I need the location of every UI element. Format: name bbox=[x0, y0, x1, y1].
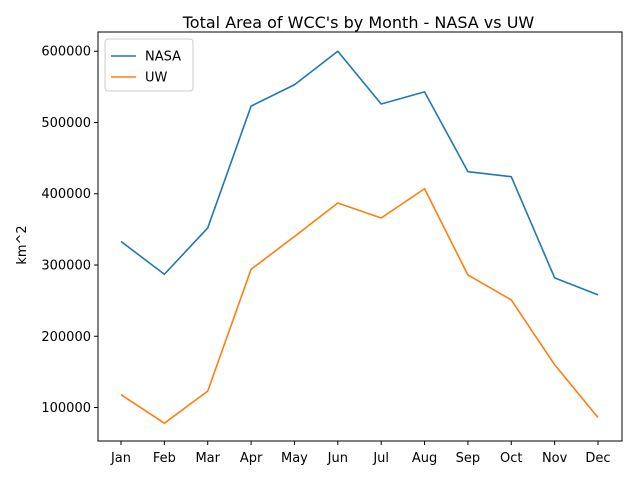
x-tick-label: Jan bbox=[110, 451, 131, 466]
plot-lines bbox=[120, 50, 599, 424]
x-tick-label: Sep bbox=[456, 451, 481, 466]
x-tick-label: Jul bbox=[372, 451, 389, 466]
x-tick-label: Apr bbox=[240, 451, 263, 466]
x-tick-label: Mar bbox=[195, 451, 220, 466]
x-tick-label: Oct bbox=[500, 451, 522, 466]
y-tick-label: 300000 bbox=[41, 259, 91, 274]
x-tick-label: Aug bbox=[412, 451, 437, 466]
plot-frame bbox=[97, 31, 623, 442]
legend: NASA UW bbox=[104, 38, 194, 92]
y-tick-label: 400000 bbox=[41, 187, 91, 202]
y-axis-label: km^2 bbox=[15, 225, 30, 264]
y-tick-label: 600000 bbox=[41, 45, 91, 60]
legend-label-uw: UW bbox=[145, 71, 168, 86]
y-axis-ticks: 100000 200000 300000 400000 500000 600000 bbox=[41, 45, 98, 416]
x-tick-label: Nov bbox=[542, 451, 568, 466]
legend-box bbox=[104, 38, 194, 92]
legend-label-nasa: NASA bbox=[145, 50, 181, 65]
x-tick-label: Jun bbox=[327, 451, 348, 466]
y-tick-label: 500000 bbox=[41, 116, 91, 131]
chart-title: Total Area of WCC's by Month - NASA vs U… bbox=[182, 13, 535, 32]
x-axis-ticks: Jan Feb Mar Apr May Jun Jul Aug Sep Oct Nov Dec bbox=[110, 441, 611, 466]
x-tick-label: Dec bbox=[585, 451, 610, 466]
series-line-nasa bbox=[120, 50, 599, 296]
y-tick-label: 100000 bbox=[41, 401, 91, 416]
y-tick-label: 200000 bbox=[41, 330, 91, 345]
series-line-uw bbox=[120, 187, 599, 424]
x-tick-label: May bbox=[281, 451, 308, 466]
x-tick-label: Feb bbox=[153, 451, 176, 466]
